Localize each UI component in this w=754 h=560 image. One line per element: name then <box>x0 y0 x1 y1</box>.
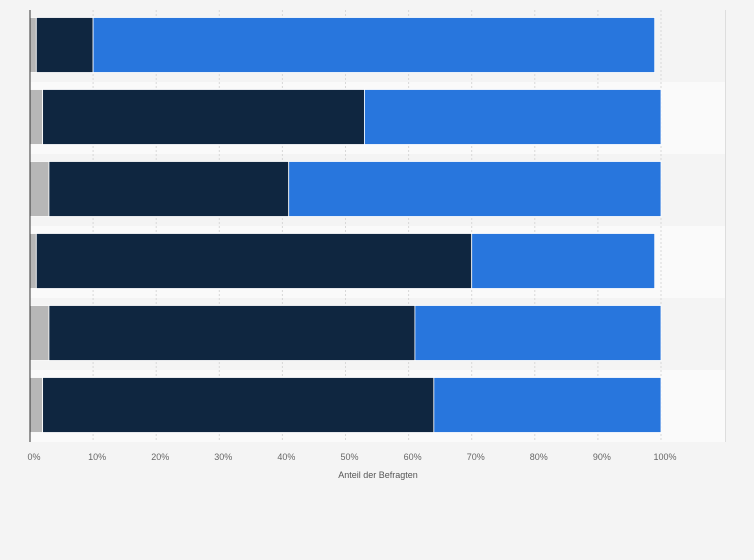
bar-segment[interactable] <box>288 161 662 217</box>
bar-segment[interactable] <box>48 161 290 217</box>
x-tick-label: 40% <box>277 452 295 462</box>
bar-segment[interactable] <box>414 305 662 361</box>
bar-segment[interactable] <box>29 161 50 217</box>
x-tick-label: 0% <box>27 452 40 462</box>
x-tick-label: 90% <box>593 452 611 462</box>
x-tick-label: 70% <box>467 452 485 462</box>
x-tick-label: 30% <box>214 452 232 462</box>
bar-segment[interactable] <box>35 17 94 73</box>
bar-segment[interactable] <box>29 17 37 73</box>
bar-segment[interactable] <box>35 233 473 289</box>
x-tick-label: 100% <box>653 452 676 462</box>
x-tick-label: 60% <box>404 452 422 462</box>
bar-segment[interactable] <box>29 89 44 145</box>
bar-segment[interactable] <box>42 89 365 145</box>
bar-segment[interactable] <box>433 377 662 433</box>
x-axis-label: Anteil der Befragten <box>338 470 418 480</box>
bar-segment[interactable] <box>42 377 435 433</box>
bar-segment[interactable] <box>471 233 656 289</box>
bar-segment[interactable] <box>29 377 44 433</box>
bar-segment[interactable] <box>29 305 50 361</box>
bar-segment[interactable] <box>29 233 37 289</box>
bar-segment[interactable] <box>364 89 662 145</box>
bar-segment[interactable] <box>48 305 416 361</box>
x-tick-labels: 0% 10% 20% 30% 40% 50% 60% 70% 80% 90% 100% <box>27 452 676 462</box>
x-tick-label: 10% <box>88 452 106 462</box>
x-tick-label: 50% <box>340 452 358 462</box>
x-tick-label: 20% <box>151 452 169 462</box>
x-tick-label: 80% <box>530 452 548 462</box>
bars <box>29 17 662 433</box>
bar-segment[interactable] <box>92 17 656 73</box>
